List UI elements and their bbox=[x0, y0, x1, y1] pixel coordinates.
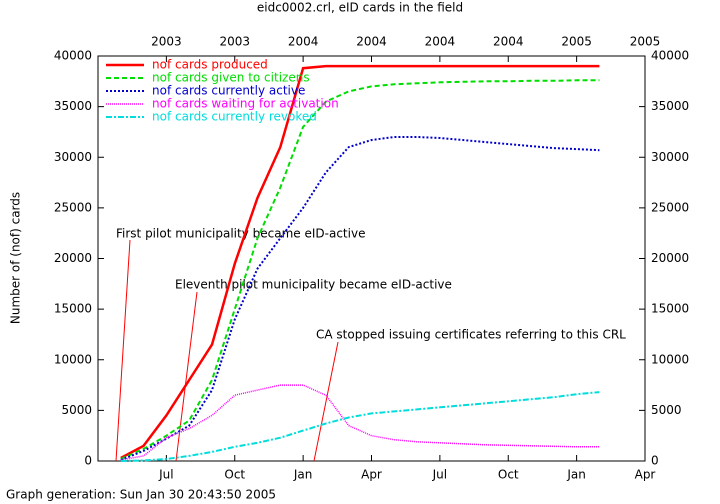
x2-tick-label: 2005 bbox=[630, 35, 661, 49]
annotation: Eleventh pilot municipality became eID-a… bbox=[175, 278, 452, 292]
y-axis-label: Number of (nof) cards bbox=[9, 192, 23, 324]
legend-label: nof cards currently active bbox=[152, 84, 305, 98]
x2-tick-label: 2004 bbox=[493, 35, 524, 49]
chart-title: eidc0002.crl, eID cards in the field bbox=[257, 1, 463, 15]
x-tick-label: Oct bbox=[498, 468, 519, 482]
y2-tick-label: 10000 bbox=[651, 352, 689, 366]
annotation-arrow bbox=[313, 341, 339, 462]
legend-label: nof cards produced bbox=[152, 58, 268, 72]
y2-tick-label: 35000 bbox=[651, 99, 689, 113]
series-line bbox=[120, 79, 600, 460]
y2-tick-label: 5000 bbox=[651, 403, 682, 417]
x2-tick-label: 2005 bbox=[561, 35, 592, 49]
x-tick-label: Jan bbox=[293, 468, 313, 482]
annotation: CA stopped issuing certificates referrin… bbox=[316, 328, 626, 342]
y2-tick-label: 40000 bbox=[651, 49, 689, 63]
series-line bbox=[120, 391, 600, 462]
y-tick-label: 5000 bbox=[61, 403, 92, 417]
y2-tick-label: 15000 bbox=[651, 302, 689, 316]
y2-tick-label: 20000 bbox=[651, 251, 689, 265]
annotation-arrow bbox=[115, 239, 131, 462]
y2-tick-label: 30000 bbox=[651, 150, 689, 164]
x-tick-label: Oct bbox=[224, 468, 245, 482]
x2-tick-label: 2003 bbox=[151, 35, 182, 49]
annotation: First pilot municipality became eID-acti… bbox=[116, 227, 365, 241]
y2-tick-label: 0 bbox=[651, 454, 659, 468]
series-line bbox=[120, 136, 600, 461]
y-tick-label: 35000 bbox=[54, 99, 92, 113]
x2-tick-label: 2004 bbox=[288, 35, 319, 49]
x2-tick-label: 2004 bbox=[356, 35, 387, 49]
annotation-arrow bbox=[175, 291, 198, 462]
y-tick-label: 10000 bbox=[54, 352, 92, 366]
series-line bbox=[120, 64, 600, 460]
y-tick-label: 0 bbox=[84, 454, 92, 468]
x2-tick-label: 2003 bbox=[219, 35, 250, 49]
y-tick-label: 30000 bbox=[54, 150, 92, 164]
y-tick-label: 40000 bbox=[54, 49, 92, 63]
y-tick-label: 15000 bbox=[54, 302, 92, 316]
y-tick-label: 20000 bbox=[54, 251, 92, 265]
x-tick-label: Jul bbox=[158, 468, 173, 482]
y-tick-label: 25000 bbox=[54, 200, 92, 214]
x2-tick-label: 2004 bbox=[425, 35, 456, 49]
x-tick-label: Jul bbox=[432, 468, 447, 482]
footer: Graph generation: Sun Jan 30 20:43:50 20… bbox=[6, 488, 276, 502]
legend-label: nof cards waiting for activation bbox=[152, 97, 339, 111]
x-tick-label: Apr bbox=[635, 468, 656, 482]
series-line bbox=[120, 384, 600, 461]
legend-label: nof cards currently revoked bbox=[152, 110, 317, 124]
x-tick-label: Apr bbox=[361, 468, 382, 482]
y2-tick-label: 25000 bbox=[651, 200, 689, 214]
legend-label: nof cards given to citizens bbox=[152, 71, 310, 85]
x-tick-label: Jan bbox=[566, 468, 586, 482]
